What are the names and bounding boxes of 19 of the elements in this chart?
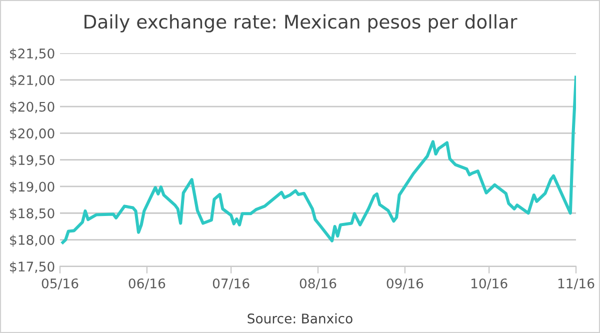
x-tick-label: 07/16 <box>212 278 250 290</box>
x-tick-label: 05/16 <box>42 278 78 290</box>
y-tick-label: $18,50 <box>10 208 54 220</box>
x-tick-label: 09/16 <box>386 278 424 290</box>
y-tick-label: $20,00 <box>10 128 54 140</box>
y-tick-label: $20,50 <box>10 102 54 114</box>
y-tick-label: $19,50 <box>10 154 54 167</box>
y-tick-label: $17,50 <box>10 261 54 274</box>
x-tick-label: 06/16 <box>128 278 166 290</box>
y-tick-label: $21,50 <box>10 48 54 60</box>
y-tick-label: $21,00 <box>10 74 54 87</box>
chart-title: Daily exchange rate: Mexican pesos per dollar <box>84 14 518 32</box>
y-tick-label: $19,00 <box>10 181 54 194</box>
y-tick-label: $18,00 <box>10 234 54 247</box>
x-tick-label: 10/16 <box>472 278 508 290</box>
source-note: Source: Banxico <box>248 313 352 324</box>
x-tick-label: 08/16 <box>300 278 336 290</box>
x-tick-label: 11/16 <box>558 278 594 290</box>
line-series <box>61 76 576 244</box>
